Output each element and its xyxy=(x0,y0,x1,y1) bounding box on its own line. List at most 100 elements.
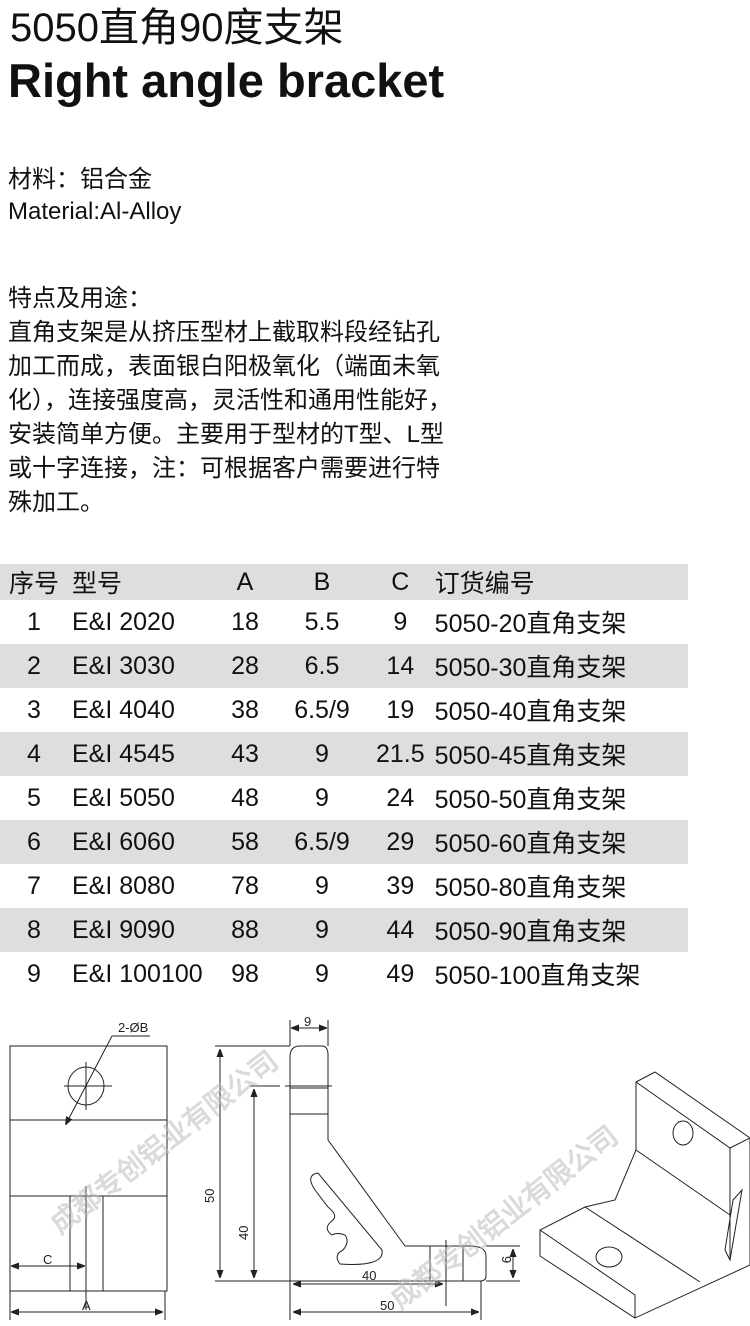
cell-c: 19 xyxy=(386,695,415,724)
cell-no: 4 xyxy=(0,732,68,776)
table-row: 2 E&I 3030 28 6.5 14 5050-30直角支架 xyxy=(0,644,688,688)
cell-model: E&I 4545 xyxy=(68,732,222,776)
cell-no: 7 xyxy=(27,871,41,900)
cell-order-code: 5050-40直角支架 xyxy=(434,698,627,726)
dim-50-horizontal: 50 xyxy=(380,1298,394,1313)
cell-b: 6.5/9 xyxy=(294,695,350,724)
cell-no: 9 xyxy=(27,959,41,988)
cell-b: 6.5/9 xyxy=(268,820,376,864)
isometric-view xyxy=(539,1071,750,1319)
cell-no: 8 xyxy=(0,908,68,952)
cell-no: 序号 xyxy=(0,564,68,600)
cell-model: E&I 8080 xyxy=(72,871,175,900)
cell-model: E&I 3030 xyxy=(68,644,222,688)
features-line: 或十字连接，注：可根据客户需要进行特 xyxy=(8,455,440,482)
cell-a: 43 xyxy=(222,732,268,776)
cell-a: 78 xyxy=(231,871,259,900)
cell-a: 28 xyxy=(222,644,268,688)
cell-c: 44 xyxy=(376,908,425,952)
table-row: 7 E&I 8080 78 9 39 5050-80直角支架 xyxy=(0,864,688,908)
material: 材料：铝合金 Material:Al-Alloy xyxy=(8,164,181,228)
table-row: 1 E&I 2020 18 5.5 9 5050-20直角支架 xyxy=(0,600,688,644)
cell-no: 2 xyxy=(0,644,68,688)
cell-model: E&I 5050 xyxy=(72,783,175,812)
cell-c: 29 xyxy=(376,820,425,864)
cell-c: 14 xyxy=(376,644,425,688)
cell-model: E&I 2020 xyxy=(72,607,175,636)
cell-b: 9 xyxy=(268,908,376,952)
cell-model: E&I 100100 xyxy=(72,959,203,988)
table-row: 3 E&I 4040 38 6.5/9 19 5050-40直角支架 xyxy=(0,688,688,732)
front-view xyxy=(9,1035,168,1320)
dim-40-vertical: 40 xyxy=(236,1226,251,1240)
spec-table: 序号 型号 A B C 订货编号 1 E&I 2020 18 5.5 9 5050-20直角支架 2 E&… xyxy=(0,564,688,996)
cell-a: 38 xyxy=(231,695,259,724)
cell-c: 49 xyxy=(386,959,415,988)
features-line: 安装简单方便。主要用于型材的T型、L型 xyxy=(8,421,445,448)
side-view xyxy=(215,1020,520,1320)
cell-order-code: 5050-90直角支架 xyxy=(424,908,688,952)
features-line: 直角支架是从挤压型材上截取料段经钻孔 xyxy=(8,319,440,346)
dim-a: A xyxy=(82,1298,91,1313)
cell-b: 5.5 xyxy=(304,607,340,636)
cell-order-code: 5050-80直角支架 xyxy=(434,874,627,902)
cell-b: 6.5 xyxy=(268,644,376,688)
cell-model: E&I 6060 xyxy=(68,820,222,864)
cell-b: 9 xyxy=(315,959,329,988)
cell-c: 9 xyxy=(393,607,408,636)
dim-9-top: 9 xyxy=(304,1014,311,1029)
dim-c: C xyxy=(43,1252,52,1267)
cell-c: 21.5 xyxy=(376,732,425,776)
features-line: 殊加工。 xyxy=(8,489,104,516)
title-en: Right angle bracket xyxy=(8,54,445,107)
cell-b: B xyxy=(268,564,376,600)
cell-model: E&I 4040 xyxy=(72,695,175,724)
material-en: Material:Al-Alloy xyxy=(8,198,182,225)
features: 特点及用途： 直角支架是从挤压型材上截取料段经钻孔 加工而成，表面银白阳极氧化（… xyxy=(8,282,548,520)
cell-a: 58 xyxy=(222,820,268,864)
material-cn: 材料：铝合金 xyxy=(8,166,152,193)
cell-c: 39 xyxy=(386,871,415,900)
table-row: 8 E&I 9090 88 9 44 5050-90直角支架 xyxy=(0,908,688,952)
features-line: 加工而成，表面银白阳极氧化（端面未氧 xyxy=(8,353,440,380)
cell-a: 18 xyxy=(231,607,259,636)
table-row: 6 E&I 6060 58 6.5/9 29 5050-60直角支架 xyxy=(0,820,688,864)
cell-b: 9 xyxy=(268,732,376,776)
cell-order-code: 订货编号 xyxy=(424,564,688,600)
cell-model: 型号 xyxy=(68,564,222,600)
table-row: 5 E&I 5050 48 9 24 5050-50直角支架 xyxy=(0,776,688,820)
cell-b: 9 xyxy=(315,871,329,900)
cell-c: 24 xyxy=(386,783,415,812)
table-header: 序号 型号 A B C 订货编号 xyxy=(0,564,688,600)
cell-no: 1 xyxy=(27,607,41,636)
cell-order-code: 5050-50直角支架 xyxy=(434,786,627,814)
table-row: 9 E&I 100100 98 9 49 5050-100直角支架 xyxy=(0,952,688,996)
hole-label: 2-ØB xyxy=(118,1020,148,1035)
table-row: 4 E&I 4545 43 9 21.5 5050-45直角支架 xyxy=(0,732,688,776)
cell-order-code: 5050-100直角支架 xyxy=(434,962,641,990)
cell-no: 5 xyxy=(27,783,41,812)
dim-50-vertical: 50 xyxy=(202,1189,217,1203)
cell-a: 88 xyxy=(222,908,268,952)
cell-c: C xyxy=(376,564,425,600)
cell-order-code: 5050-45直角支架 xyxy=(424,732,688,776)
cell-no: 6 xyxy=(0,820,68,864)
cell-order-code: 5050-20直角支架 xyxy=(434,610,627,638)
dim-9-side: 9 xyxy=(499,1256,514,1263)
cell-a: 98 xyxy=(231,959,259,988)
cell-a: A xyxy=(222,564,268,600)
dim-40-horizontal: 40 xyxy=(362,1268,376,1283)
cell-order-code: 5050-30直角支架 xyxy=(424,644,688,688)
cell-model: E&I 9090 xyxy=(68,908,222,952)
features-line: 化），连接强度高，灵活性和通用性能好， xyxy=(8,387,452,414)
cell-order-code: 5050-60直角支架 xyxy=(424,820,688,864)
cell-no: 3 xyxy=(27,695,41,724)
dimension-labels: 2-ØB C A 9 50 40 9 40 50 xyxy=(43,1014,514,1313)
features-heading: 特点及用途： xyxy=(8,285,152,312)
title-cn: 5050直角90度支架 xyxy=(10,6,344,50)
cell-b: 9 xyxy=(315,783,329,812)
cell-a: 48 xyxy=(231,783,259,812)
